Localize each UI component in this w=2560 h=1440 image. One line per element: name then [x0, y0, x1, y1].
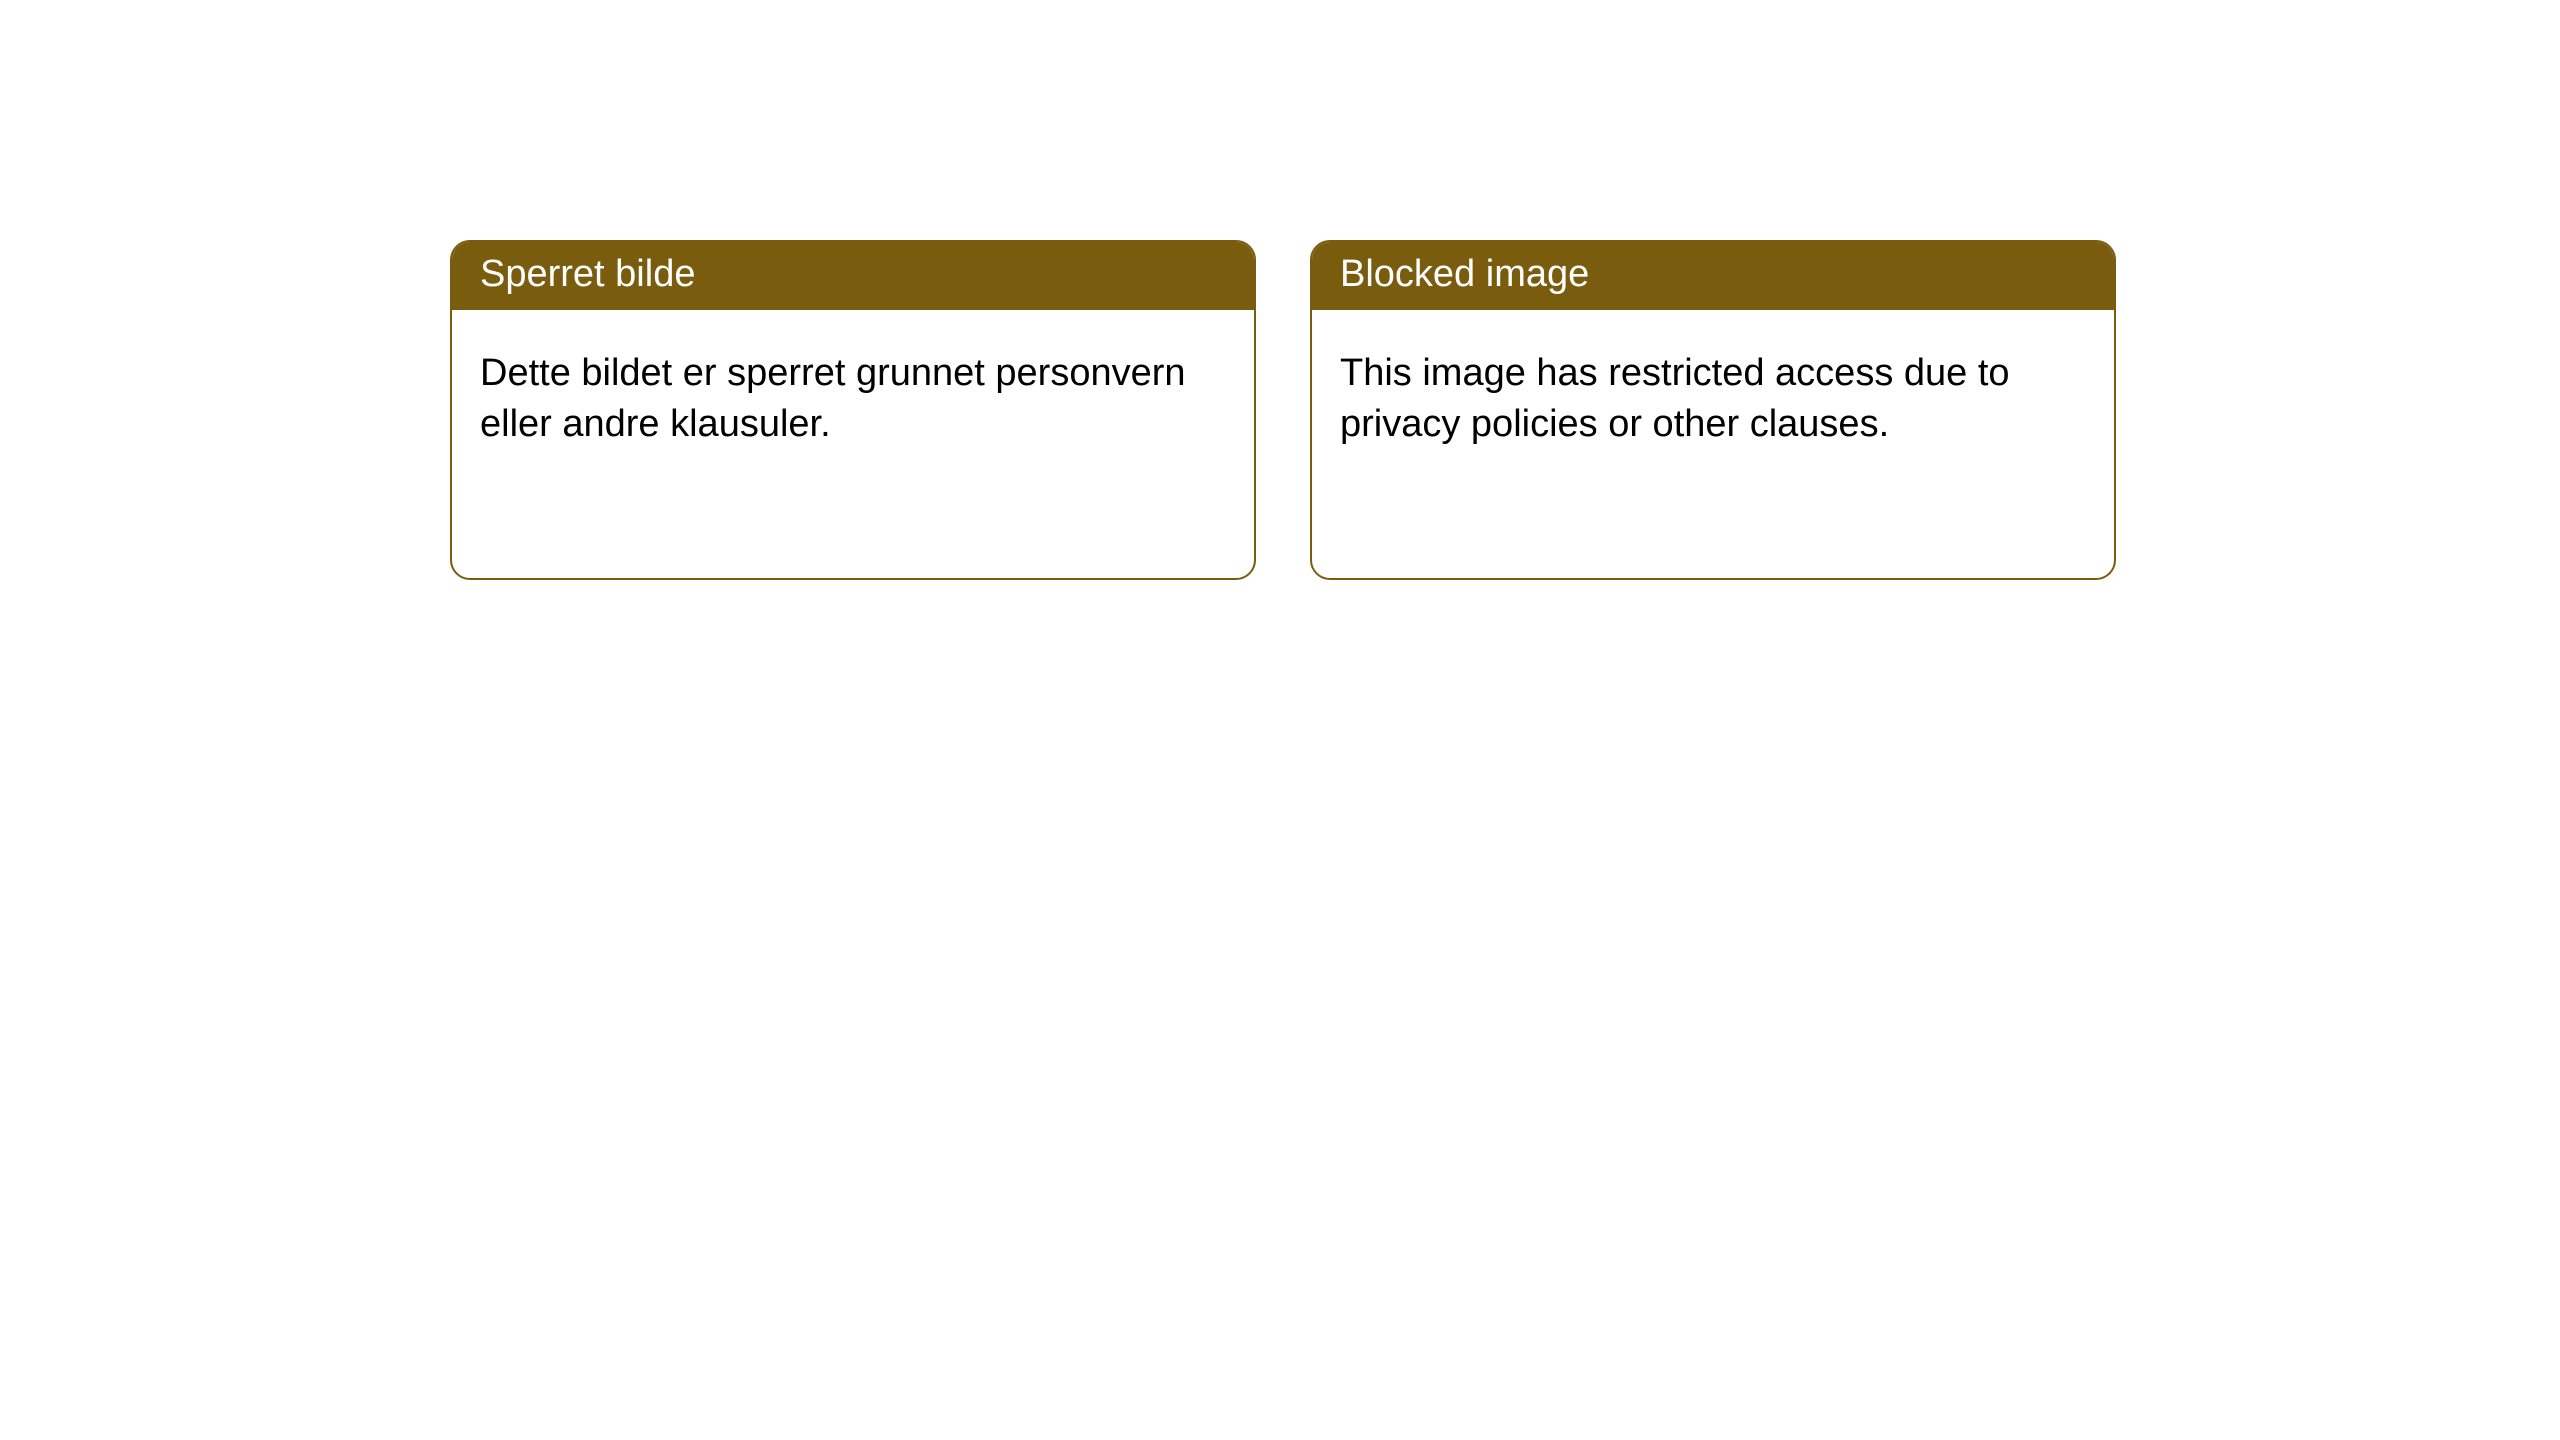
notice-english-title: Blocked image — [1312, 242, 2114, 310]
notice-norwegian-title: Sperret bilde — [452, 242, 1254, 310]
notice-norwegian: Sperret bilde Dette bildet er sperret gr… — [450, 240, 1256, 580]
notice-english-message: This image has restricted access due to … — [1312, 310, 2114, 489]
notices-container: Sperret bilde Dette bildet er sperret gr… — [0, 0, 2560, 580]
notice-english: Blocked image This image has restricted … — [1310, 240, 2116, 580]
notice-norwegian-message: Dette bildet er sperret grunnet personve… — [452, 310, 1254, 489]
